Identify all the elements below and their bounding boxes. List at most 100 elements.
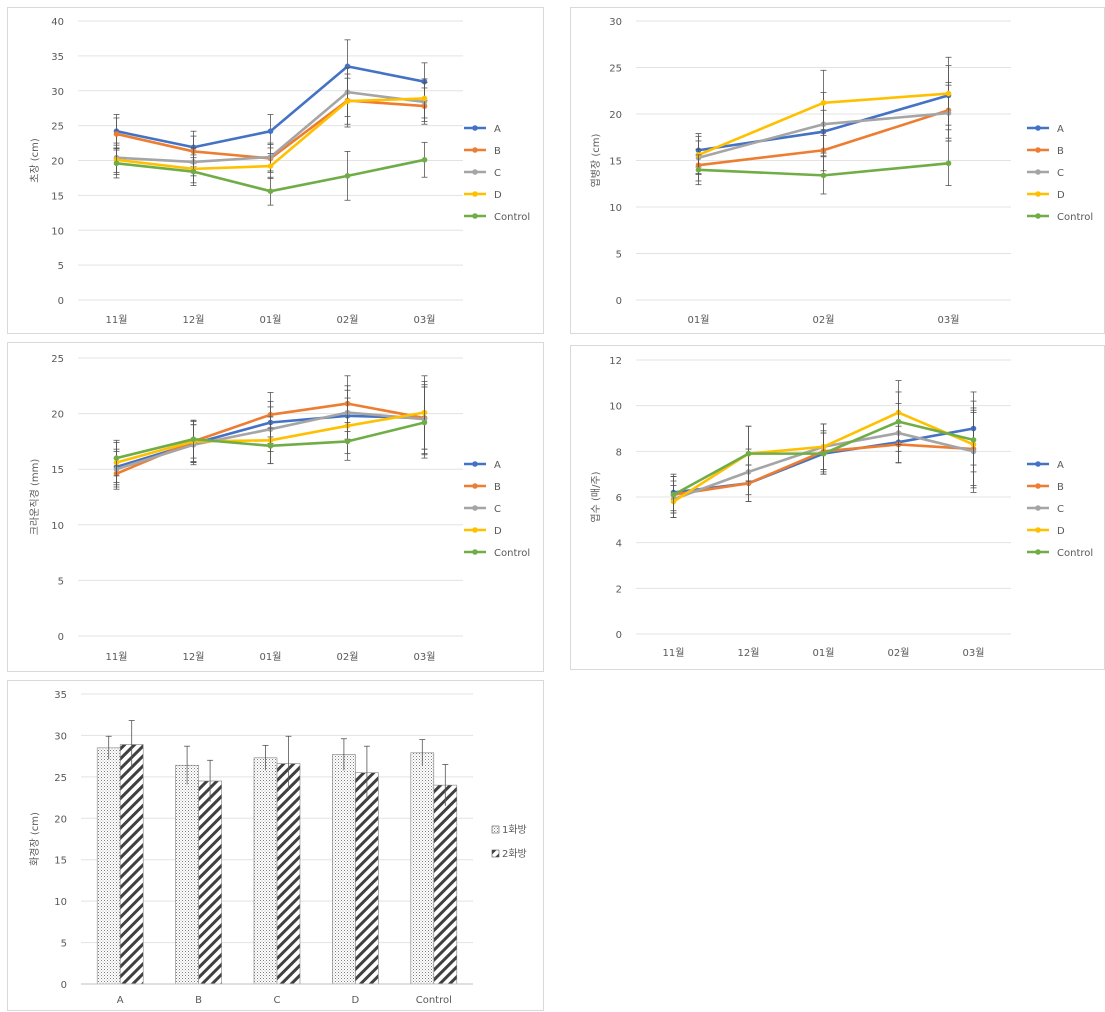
legend-label: A [494,460,501,471]
legend-marker [1035,169,1041,175]
y-tick-label: 5 [58,576,64,587]
x-tick-label: 01월 [813,647,835,659]
data-point [945,90,952,97]
legend-marker [1035,527,1041,533]
bar [253,757,278,985]
y-tick-label: 10 [609,402,622,413]
legend-marker [472,213,478,219]
bar [433,784,458,985]
data-point [344,173,351,179]
legend-label: C [494,168,501,179]
y-tick-label: 35 [54,690,67,701]
legend-marker [472,483,478,489]
series-control [695,140,952,195]
series-control [113,141,428,206]
x-tick-label: 12월 [183,314,205,326]
y-tick-label: 0 [616,630,622,641]
chart-panel-leaf-number: 0 2 4 6 8 10 12 엽수 (매/주) 11월 12월 01월 02월 03월 A B C D Cont… [570,345,1105,670]
x-tick-label: 12월 [183,651,205,663]
x-tick-label: 03월 [414,314,436,326]
chart-panel-plant-height: 0 5 10 15 20 25 30 35 40 초장 (cm) 11월 12월 01월 02월 03월 A B… [7,7,544,334]
y-axis-label: 엽병장 (cm) [590,133,602,187]
x-tick-label: 11월 [663,647,685,659]
legend-label: 2화방 [502,848,527,860]
legend-label: C [494,504,501,515]
y-axis-label: 엽수 (매/주) [590,471,602,522]
data-point [267,443,274,449]
data-point [945,160,952,167]
y-tick-label: 15 [54,856,67,867]
bar [96,747,121,985]
bar [119,744,144,985]
x-tick-label: 02월 [337,651,359,663]
data-point [670,491,677,498]
legend-label: Control [494,212,530,223]
y-tick-label: 25 [54,773,67,784]
legend-label: B [494,146,501,157]
y-tick-label: 30 [51,87,64,98]
legend-label: 1화방 [502,824,527,836]
x-tick-label: 11월 [106,651,128,663]
y-tick-label: 20 [51,410,64,421]
y-tick-label: 20 [51,157,64,168]
legend-marker [472,125,478,131]
x-tick-label: A [117,995,124,1006]
chart-crown-diameter: 0 5 10 15 20 25 크라운직경 (mm) 11월 12월 01월 02월 03월 ABCDC… [28,354,530,663]
y-tick-label: 10 [51,226,64,237]
chart-panel-peduncle-length: 0 5 10 15 20 25 30 35 화경장 (cm) A B C D Control 1화방 2화방 [7,680,544,1011]
x-tick-label: 02월 [337,314,359,326]
legend-swatch [491,849,500,858]
y-tick-label: 12 [609,356,622,367]
y-tick-label: 25 [609,64,622,75]
legend-marker [472,191,478,197]
legend-marker [1035,125,1041,131]
y-tick-label: 0 [58,296,64,307]
x-tick-label: Control [416,995,452,1006]
series-control [670,391,977,514]
y-tick-label: 0 [61,980,67,991]
bar [276,763,301,985]
x-tick-label: 03월 [963,647,985,659]
legend-label: A [494,124,501,135]
x-tick-label: 02월 [813,314,835,326]
y-tick-label: 25 [51,354,64,365]
data-point [113,131,120,137]
legend-label: C [1057,504,1064,515]
data-point [970,437,977,443]
data-point [820,100,827,106]
y-tick-label: 5 [616,250,622,261]
legend-marker [1035,191,1041,197]
y-tick-label: 0 [58,632,64,643]
y-tick-label: 15 [51,191,64,202]
y-tick-label: 6 [616,493,622,504]
y-tick-label: 20 [609,110,622,121]
x-tick-label: 01월 [688,314,710,326]
legend-label: Control [494,548,530,559]
y-tick-label: 15 [609,157,622,168]
legend-label: D [494,190,502,201]
y-tick-label: 4 [616,539,622,550]
series-control [113,386,428,477]
data-point [421,419,428,426]
legend-label: B [1057,146,1064,157]
y-tick-label: 5 [58,261,64,272]
y-tick-label: 8 [616,447,622,458]
legend-marker [472,505,478,511]
data-point [895,418,902,425]
y-axis-label: 초장 (cm) [29,138,41,183]
x-tick-label: 03월 [938,314,960,326]
data-point [745,450,752,457]
y-tick-label: 10 [51,521,64,532]
legend-marker [1035,549,1041,555]
chart-panel-petiole-length: 0 5 10 15 20 25 30 엽병장 (cm) 01월 02월 03월 A B C D Control [570,7,1105,334]
legend-marker [1035,213,1041,219]
x-tick-label: D [352,995,360,1006]
y-tick-label: 15 [51,465,64,476]
bar [332,754,356,985]
data-point [267,128,274,135]
data-point [695,167,702,173]
data-point [421,157,428,163]
data-point [113,160,120,167]
